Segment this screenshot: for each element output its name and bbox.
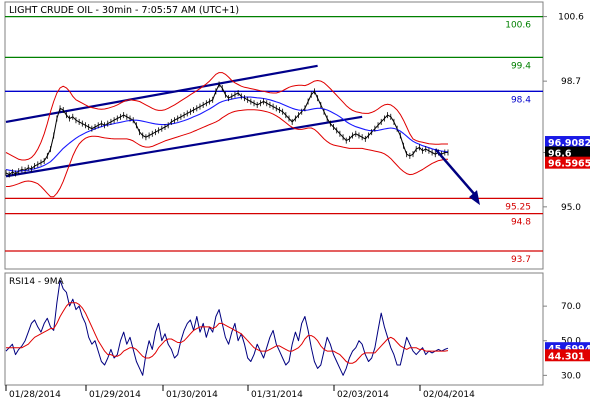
arrow-head bbox=[469, 190, 480, 206]
trendline bbox=[5, 64, 318, 123]
level-label: 99.4 bbox=[511, 61, 531, 71]
trendline bbox=[5, 115, 363, 178]
level-label: 98.4 bbox=[511, 95, 531, 105]
rsi-panel-frame bbox=[4, 272, 544, 386]
price-tag bbox=[545, 136, 590, 149]
rsi-tag bbox=[545, 349, 590, 362]
price-tag-label: 96.9082 bbox=[548, 138, 590, 149]
y-tick-label: 95.0 bbox=[561, 203, 581, 213]
rsi-tags: 45.699444.301 bbox=[545, 342, 590, 362]
date-axis-ticks: 01/28/2014 01/29/2014 01/30/2014 01/31/2014… bbox=[5, 385, 475, 400]
trendlines bbox=[5, 64, 363, 178]
x-tick-label: 01/31/2014 bbox=[251, 390, 303, 400]
level-label: 93.7 bbox=[511, 255, 531, 265]
rsi-line bbox=[5, 279, 449, 376]
price-tag-label: 96.5965 bbox=[548, 159, 590, 170]
rsi-series-group bbox=[5, 279, 449, 376]
rsi_ma-line bbox=[6, 302, 449, 364]
price-tag-label: 96.6 bbox=[548, 148, 572, 159]
rsi-axis-ticks: 70.0 50.0 30.0 bbox=[543, 302, 581, 381]
arrow-shaft bbox=[434, 148, 478, 198]
y-tick-label: 98.7 bbox=[561, 77, 581, 87]
x-tick-label: 02/04/2014 bbox=[423, 390, 475, 400]
rsi-y-tick-label: 30.0 bbox=[561, 371, 581, 381]
price-tag bbox=[545, 146, 590, 159]
x-tick-label: 01/30/2014 bbox=[166, 390, 218, 400]
rsi-title: RSI14 - 9MA bbox=[9, 277, 65, 287]
forecast-arrow bbox=[434, 148, 480, 206]
moving_average-line bbox=[5, 96, 449, 172]
rsi-y-tick-label: 50.0 bbox=[561, 337, 581, 347]
bollinger_upper-line bbox=[5, 72, 448, 161]
y-tick-label: 100.6 bbox=[558, 13, 584, 23]
price-tag bbox=[545, 156, 590, 169]
price-panel-frame bbox=[4, 1, 544, 270]
x-tick-label: 01/28/2014 bbox=[9, 390, 61, 400]
level-label: 95.25 bbox=[505, 202, 531, 212]
horizontal-levels: 100.6 99.4 98.4 95.25 94.8 93.7 bbox=[5, 15, 543, 265]
chart-title: LIGHT CRUDE OIL - 30min - 7:05:57 AM (UT… bbox=[9, 5, 239, 16]
level-label: 94.8 bbox=[511, 218, 531, 228]
x-tick-label: 01/29/2014 bbox=[89, 390, 141, 400]
price-series-group bbox=[5, 72, 449, 198]
rsi-tag-label: 44.301 bbox=[548, 351, 585, 362]
price-line bbox=[5, 84, 448, 176]
rsi-y-tick-label: 70.0 bbox=[561, 302, 581, 312]
level-label: 100.6 bbox=[505, 21, 531, 31]
bollinger_lower-line bbox=[6, 109, 448, 198]
x-tick-label: 02/03/2014 bbox=[337, 390, 389, 400]
